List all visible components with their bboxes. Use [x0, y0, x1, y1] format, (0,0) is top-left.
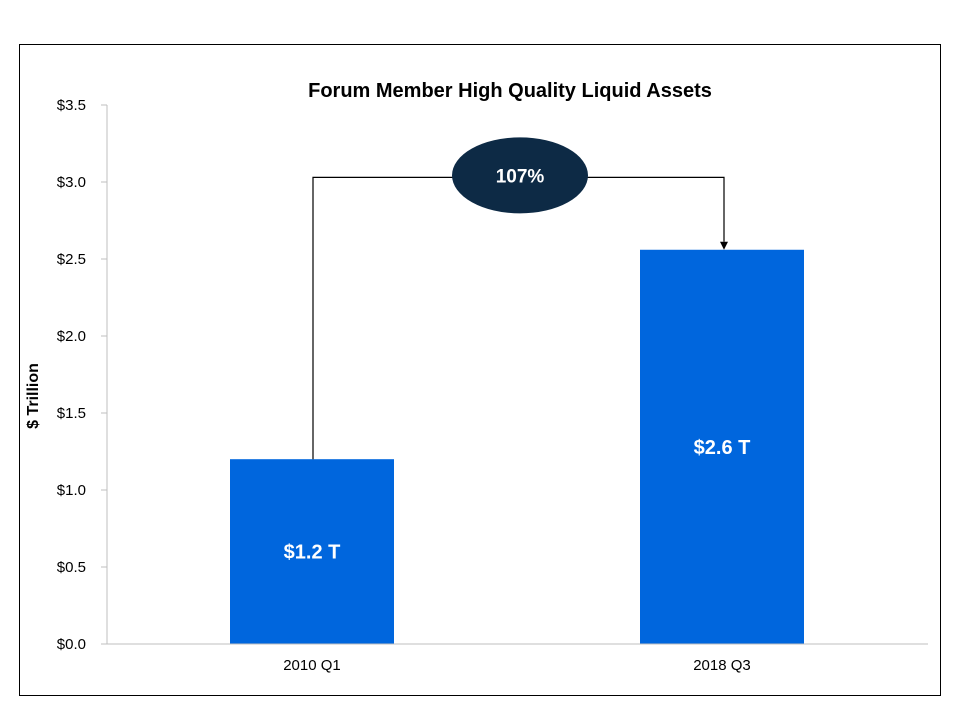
- x-tick-label: 2010 Q1: [283, 657, 341, 674]
- y-tick-label: $3.5: [57, 97, 86, 114]
- growth-callout: 107%: [452, 137, 588, 214]
- y-tick-label: $2.5: [57, 251, 86, 268]
- chart-frame: [19, 44, 941, 696]
- y-tick-label: $1.5: [57, 405, 86, 422]
- y-tick-label: $2.0: [57, 328, 86, 345]
- data-label: $1.2 T: [284, 542, 341, 564]
- callout-label: 107%: [496, 166, 545, 187]
- y-tick-label: $0.5: [57, 559, 86, 576]
- y-tick-label: $3.0: [57, 174, 86, 191]
- arrow-head: [720, 241, 728, 250]
- y-axis-ticks: $0.0 $0.5 $1.0 $1.5 $2.0 $2.5 $3.0 $3.5: [57, 97, 108, 653]
- y-tick-label: $0.0: [57, 636, 86, 653]
- callout-ellipse: [452, 137, 588, 214]
- data-label: $2.6 T: [694, 437, 751, 459]
- chart-title: Forum Member High Quality Liquid Assets: [308, 80, 712, 102]
- y-axis-label: $ Trillion: [25, 363, 42, 429]
- data-labels: $1.2 T $2.6 T: [284, 437, 751, 564]
- x-tick-label: 2018 Q3: [693, 657, 751, 674]
- bar: [640, 249, 804, 644]
- bars: [230, 249, 804, 644]
- y-tick-label: $1.0: [57, 482, 86, 499]
- x-axis-categories: 2010 Q1 2018 Q3: [283, 657, 751, 674]
- bar: [230, 459, 394, 644]
